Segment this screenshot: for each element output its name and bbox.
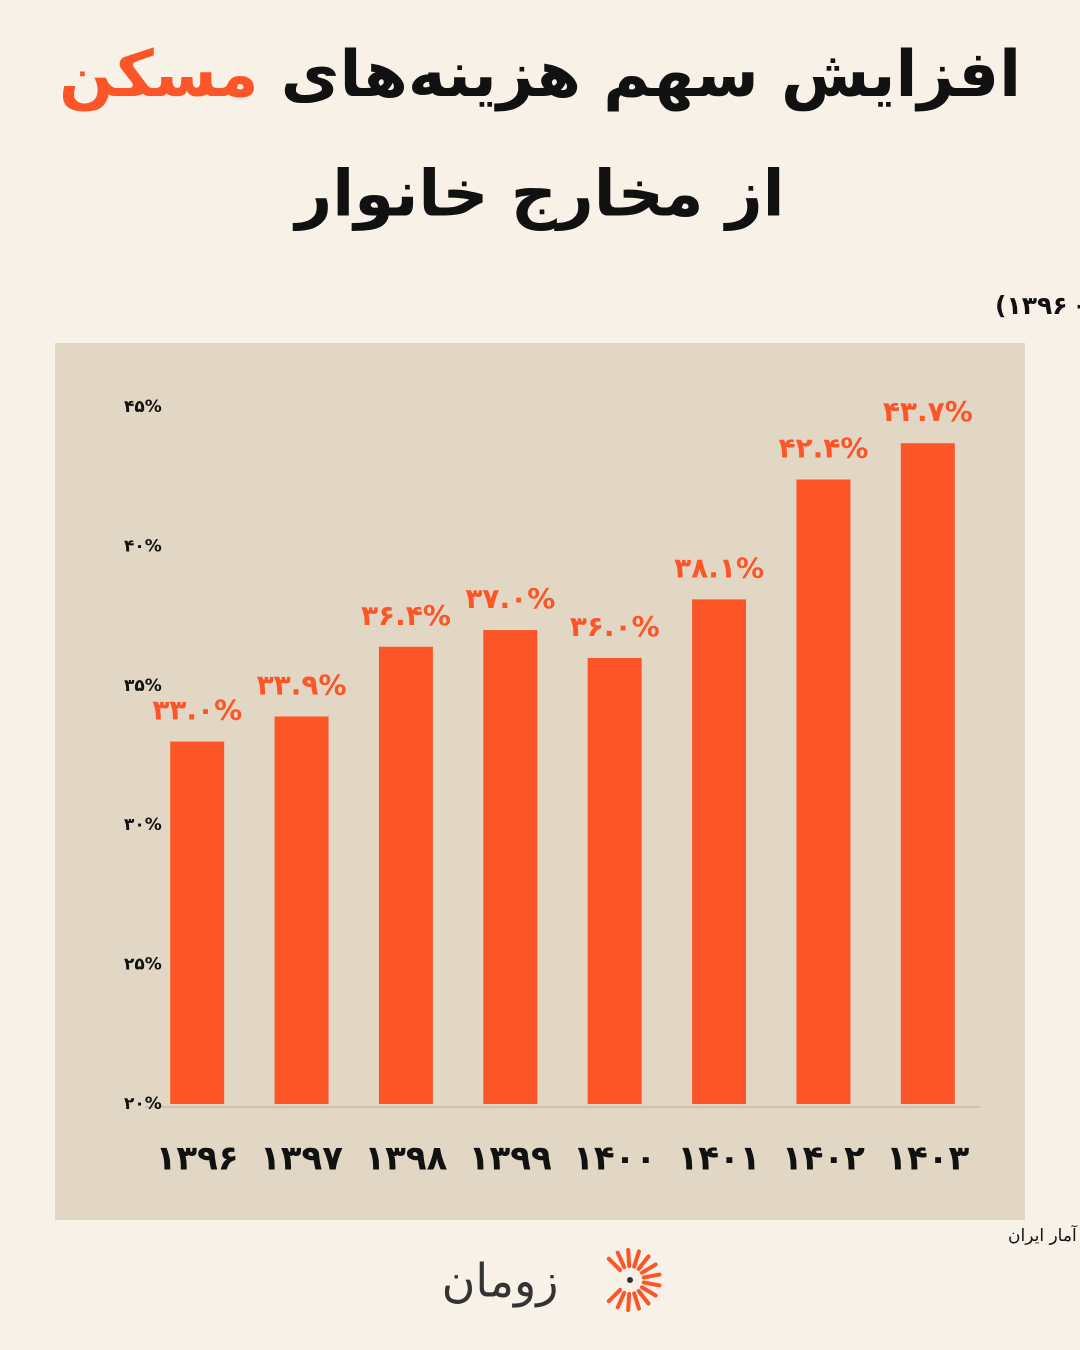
value-label: ۳۸.۱% bbox=[674, 551, 764, 584]
y-tick-label: ۳۰% bbox=[124, 815, 162, 835]
value-label: ۴۲.۴% bbox=[778, 431, 868, 464]
bar bbox=[900, 443, 955, 1104]
bar bbox=[274, 716, 329, 1104]
x-tick-label: ۱۴۰۰ bbox=[573, 1139, 656, 1179]
logo-ray bbox=[615, 1290, 627, 1310]
value-label: ۳۳.۹% bbox=[257, 668, 347, 701]
bar bbox=[378, 646, 433, 1104]
y-tick-label: ۴۵% bbox=[124, 397, 162, 417]
logo-ray bbox=[639, 1262, 658, 1275]
logo-ray bbox=[626, 1248, 632, 1269]
bar bbox=[587, 657, 642, 1104]
logo-ray bbox=[639, 1285, 658, 1298]
value-label: ۴۳.۷% bbox=[883, 395, 973, 428]
x-tick-label: ۱۴۰۳ bbox=[886, 1139, 969, 1179]
bar bbox=[692, 599, 747, 1104]
logo-ray bbox=[632, 1249, 641, 1269]
logo-ray bbox=[626, 1291, 632, 1312]
logo-ray bbox=[636, 1254, 651, 1271]
title-highlight: مسکن bbox=[59, 38, 259, 112]
x-tick-label: ۱۴۰۱ bbox=[678, 1139, 761, 1179]
value-label: ۳۶.۰% bbox=[570, 610, 660, 643]
title-line-1: افزایش سهم هزینه‌های مسکن bbox=[59, 38, 1021, 112]
logo-ray bbox=[615, 1250, 627, 1270]
logo-ray bbox=[632, 1291, 641, 1311]
logo-ray bbox=[641, 1280, 662, 1288]
value-label: ۳۳.۰% bbox=[152, 694, 242, 727]
title-line-2: از مخارج خانوار bbox=[292, 158, 784, 232]
value-label: ۳۶.۴% bbox=[361, 599, 451, 632]
y-tick-label: ۲۵% bbox=[124, 955, 162, 975]
y-tick-label: ۴۰% bbox=[124, 536, 162, 556]
logo-ray bbox=[641, 1272, 662, 1280]
source: منبع داده: مرکز آمار ایران bbox=[1008, 1224, 1080, 1246]
logo-ray bbox=[606, 1256, 623, 1273]
bar bbox=[170, 741, 225, 1104]
subtitle: سهم هزینه خالص مسکن از کل هزینه‌های خانو… bbox=[995, 291, 1080, 321]
logo-ray bbox=[636, 1289, 651, 1306]
title-text: افزایش سهم هزینه‌های bbox=[281, 38, 1021, 112]
value-label: ۳۷.۰% bbox=[465, 582, 555, 615]
x-tick-label: ۱۳۹۷ bbox=[260, 1139, 343, 1179]
y-tick-label: ۳۵% bbox=[124, 676, 162, 696]
logo-dot bbox=[627, 1277, 633, 1283]
brand-logo bbox=[606, 1248, 662, 1312]
y-tick-label: ۲۰% bbox=[124, 1094, 162, 1114]
x-tick-label: ۱۴۰۲ bbox=[782, 1139, 865, 1179]
x-tick-label: ۱۳۹۶ bbox=[156, 1139, 239, 1179]
logo-ray bbox=[606, 1287, 623, 1304]
x-tick-label: ۱۳۹۸ bbox=[364, 1139, 447, 1179]
brand-name: زومان bbox=[442, 1254, 559, 1309]
x-tick-label: ۱۳۹۹ bbox=[469, 1139, 552, 1179]
bar bbox=[483, 630, 538, 1104]
bar bbox=[796, 479, 851, 1104]
